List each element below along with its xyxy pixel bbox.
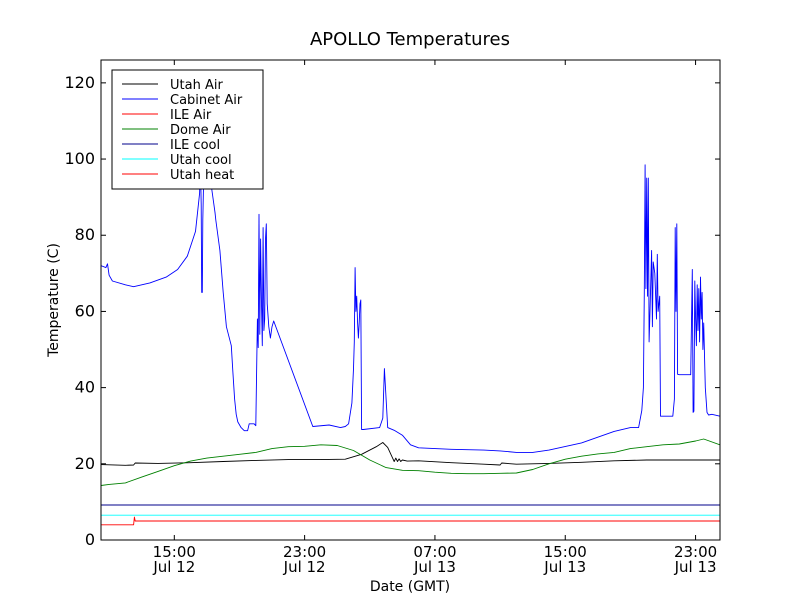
y-axis-label: Temperature (C) [46, 243, 62, 358]
x-tick-label-date: Jul 13 [543, 558, 586, 576]
chart-title: APOLLO Temperatures [310, 29, 510, 50]
x-tick-label-time: 23:00 [283, 543, 326, 561]
y-tick-label: 0 [85, 530, 95, 549]
x-tick-label-date: Jul 13 [413, 558, 456, 576]
legend-label: Cabinet Air [170, 93, 243, 108]
legend-label: ILE cool [170, 138, 220, 153]
x-tick-label-date: Jul 13 [674, 558, 717, 576]
legend-label: Utah heat [170, 168, 234, 183]
legend-label: Utah Air [170, 78, 223, 93]
x-tick-label-time: 07:00 [413, 543, 456, 561]
y-tick-label: 120 [64, 73, 95, 92]
y-tick-label: 100 [64, 149, 95, 168]
y-tick-label: 20 [75, 454, 95, 473]
x-tick-label-date: Jul 12 [152, 558, 195, 576]
plot-frame [100, 59, 721, 541]
series-line-dome-air [101, 438, 720, 486]
x-tick-label-time: 23:00 [674, 543, 717, 561]
series-layer [101, 162, 720, 526]
legend-label: ILE Air [170, 108, 212, 123]
y-tick-label: 40 [75, 378, 95, 397]
series-line-utah-heat [101, 516, 720, 526]
y-tick-label: 60 [75, 301, 95, 320]
x-tick-label-time: 15:00 [544, 543, 587, 561]
y-tick-label: 80 [75, 225, 95, 244]
legend-label: Dome Air [170, 123, 231, 138]
x-tick-label-time: 15:00 [153, 543, 196, 561]
series-line-cabinet-air [101, 162, 720, 453]
x-axis-label: Date (GMT) [370, 579, 450, 595]
x-tick-label-date: Jul 12 [283, 558, 326, 576]
series-line-utah-air [101, 442, 720, 466]
legend-label: Utah cool [170, 153, 232, 168]
